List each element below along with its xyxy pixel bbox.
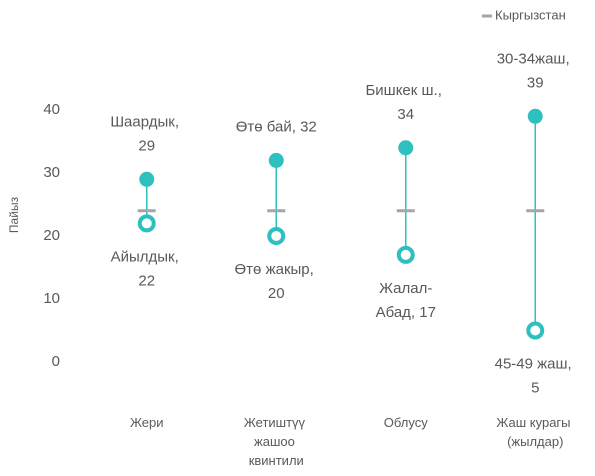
high-label: Шаардык, 29	[110, 113, 183, 154]
low-dot	[396, 245, 415, 264]
high-label: Бишкек ш., 34	[365, 82, 446, 123]
high-dot	[398, 140, 414, 156]
low-label: Жалал-Абад, 17	[376, 280, 436, 321]
high-dot	[268, 152, 284, 168]
x-tick-label: Жери	[130, 415, 164, 430]
low-dot	[267, 227, 286, 245]
y-tick-label: 40	[43, 101, 60, 118]
low-dot	[137, 214, 156, 233]
y-tick-label: 20	[43, 227, 60, 244]
y-tick-label: 10	[43, 290, 60, 307]
high-dot	[527, 108, 543, 124]
high-label: 30-34жаш, 39	[497, 50, 574, 91]
low-label: 45-49 жаш, 5	[495, 355, 576, 396]
x-tick-label: Облусу	[384, 415, 428, 430]
legend-label: Кыргызстан	[495, 7, 566, 22]
x-tick-label: Жаш курагы (жылдар)	[496, 415, 574, 449]
low-dot	[526, 321, 545, 340]
high-dot	[139, 171, 155, 187]
y-tick-label: 0	[52, 353, 60, 370]
high-label: Өтө бай, 32	[236, 118, 317, 135]
x-tick-label: Жетиштүү жашоо квинтили	[244, 415, 309, 468]
y-axis-title: Пайыз	[7, 196, 21, 233]
low-label: Өтө жакыр, 20	[235, 261, 318, 302]
low-label: Айылдык, 22	[111, 248, 183, 289]
y-tick-label: 30	[43, 164, 60, 181]
